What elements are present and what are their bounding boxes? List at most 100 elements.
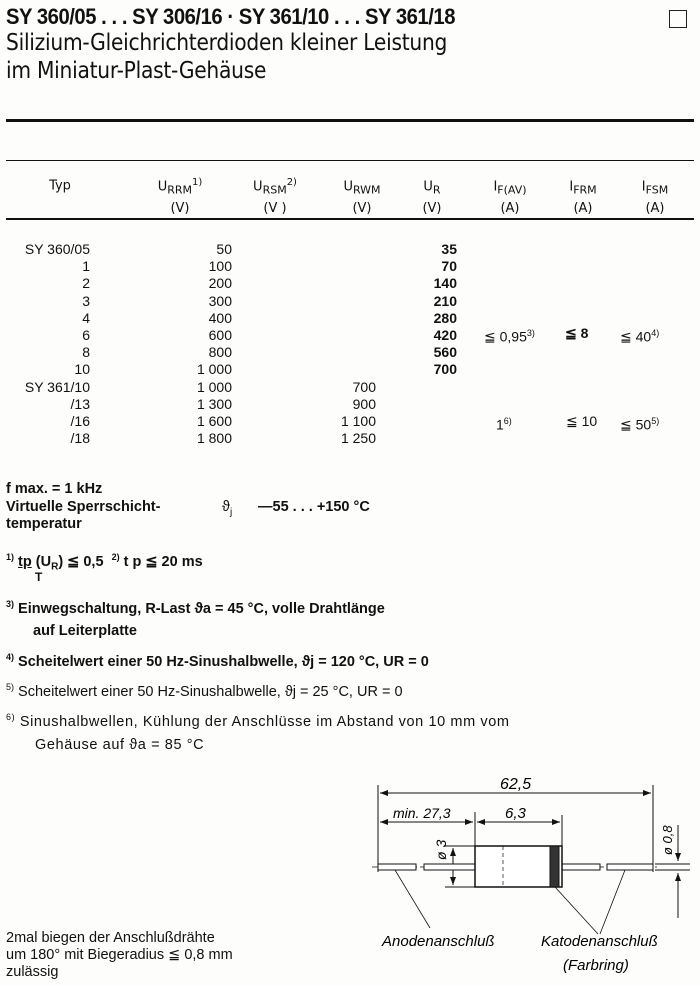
cell-ur: 35 xyxy=(441,241,457,257)
lead-cathode-1 xyxy=(561,863,601,871)
cell-urrm: 600 xyxy=(208,327,232,343)
footnote-1: 1) tp (UR) ≦ 0,5 2) t p ≦ 20 ms xyxy=(6,552,203,573)
fn-mark: 2) xyxy=(111,552,120,562)
footnote-ref: 6) xyxy=(503,416,512,426)
subtitle-line2: im Miniatur-Plast-Gehäuse xyxy=(6,58,267,84)
theta-sub: j xyxy=(229,506,233,518)
column-name: Typ xyxy=(15,172,105,198)
cell-typ: /16 xyxy=(70,413,90,429)
cell-urrm: 200 xyxy=(208,275,232,292)
column-unit: (V) xyxy=(352,201,372,217)
column-header: IFSM (A) xyxy=(610,173,700,218)
symbol: U xyxy=(343,179,353,195)
column-name: IFSM xyxy=(610,173,700,199)
cell-urwm: 700 xyxy=(352,378,376,395)
cell-ur: 560 xyxy=(433,344,457,361)
column-header: IF(AV) (A) xyxy=(465,173,555,218)
fn-mark: 6) xyxy=(6,712,16,722)
fmax: f max. = 1 kHz xyxy=(6,481,103,497)
footnote-ref: 3) xyxy=(526,328,535,338)
lead-diameter-label: ø 0,8 xyxy=(660,825,675,855)
footnote-3-line2: auf Leiterplatte xyxy=(33,623,137,639)
ifsm-group2: ≦ 505) xyxy=(620,413,659,434)
body-length-label: 6,3 xyxy=(505,805,527,822)
fn2-text: t p ≦ 20 ms xyxy=(123,553,203,570)
cell-urwm: 1 250 xyxy=(340,430,376,447)
subtitle-line1: Silizium-Gleichrichterdioden kleiner Lei… xyxy=(6,30,448,56)
cell-urrm: 1 300 xyxy=(196,395,232,412)
ifrm-group1: ≦ 8 xyxy=(565,325,589,341)
anode-leader xyxy=(394,869,431,929)
column-unit: (A) xyxy=(645,201,665,217)
cell-typ: /18 xyxy=(70,430,90,447)
page-title: SY 360/05 . . . SY 306/16 · SY 361/10 . … xyxy=(6,4,455,29)
footnote-6: 6) Sinushalbwellen, Kühlung der Anschlüs… xyxy=(6,712,510,730)
ifsm-group1: ≦ 404) xyxy=(620,325,659,346)
footnote-4: 4) Scheitelwert einer 50 Hz-Sinushalbwel… xyxy=(6,652,429,670)
cell-typ: 10 xyxy=(74,361,90,378)
ifav-value: ≦ 0,95 xyxy=(484,328,527,345)
footnote-5: 5) Scheitelwert einer 50 Hz-Sinushalbwel… xyxy=(6,682,403,700)
cell-urrm: 800 xyxy=(208,344,232,361)
cell-typ: SY 360/05 xyxy=(24,241,90,257)
column-name: IF(AV) xyxy=(465,173,555,199)
cell-urrm: 1 600 xyxy=(196,413,232,429)
bending-line1: 2mal biegen der Anschlußdrähte xyxy=(6,930,215,946)
footnote-3: 3) Einwegschaltung, R-Last ϑa = 45 °C, v… xyxy=(6,599,385,617)
column-unit: (V ) xyxy=(263,201,287,217)
cell-typ: 6 xyxy=(82,327,90,343)
cell-urrm: 400 xyxy=(208,309,232,326)
column-header: URRM1) (V) xyxy=(135,173,225,218)
diode-body xyxy=(474,845,563,888)
temp-label-1: Virtuelle Sperrschicht- xyxy=(6,499,161,515)
column-name: URWM xyxy=(317,173,407,199)
symbol: U xyxy=(423,179,433,195)
ifav-value: 1 xyxy=(496,416,504,433)
column-name: URSM2) xyxy=(230,173,320,199)
cell-urrm: 1 800 xyxy=(196,430,232,447)
temp-label-2: temperatur xyxy=(6,516,82,532)
subscript: FSM xyxy=(645,183,669,197)
symbol: I xyxy=(569,179,574,195)
cell-urrm: 50 xyxy=(216,241,232,257)
table-header-rule xyxy=(6,218,694,220)
cell-typ: 8 xyxy=(82,344,90,361)
ifsm-value: ≦ 40 xyxy=(620,328,652,345)
subscript: RSM xyxy=(262,183,287,197)
column-unit: (V) xyxy=(170,201,190,217)
cathode-sub-label: (Farbring) xyxy=(563,957,629,974)
temp-symbol: ϑj xyxy=(222,499,232,518)
column-header: UR (V) xyxy=(387,173,477,218)
bending-line3: zulässig xyxy=(6,964,59,980)
checkbox-square xyxy=(669,10,687,28)
temp-value: —55 . . . +150 °C xyxy=(258,499,370,515)
column-name: URRM1) xyxy=(135,173,225,199)
cell-urrm: 100 xyxy=(208,258,232,275)
column-name: IFRM xyxy=(538,173,628,199)
footnote-6-line2: Gehäuse auf ϑa = 85 °C xyxy=(35,737,205,753)
ifsm-value: ≦ 50 xyxy=(620,416,652,433)
table-top-rule xyxy=(6,160,694,161)
cell-ur: 140 xyxy=(433,275,457,292)
fn1-rest: ) ≦ 0,5 xyxy=(58,553,104,570)
column-unit: (A) xyxy=(573,201,593,217)
cathode-leader-1 xyxy=(554,886,599,935)
cell-typ: 2 xyxy=(82,275,90,292)
note: 1) xyxy=(192,177,203,188)
symbol: Typ xyxy=(49,178,71,194)
total-length-label: 62,5 xyxy=(500,776,531,793)
ifrm-group2: ≦ 10 xyxy=(566,413,598,429)
column-header: URWM (V) xyxy=(317,173,407,218)
column-header: Typ xyxy=(15,172,105,198)
fraction-num: tp xyxy=(18,553,32,570)
fn1-text: (U xyxy=(35,553,52,570)
cell-urrm: 300 xyxy=(208,292,232,309)
ifav-group1: ≦ 0,953) xyxy=(484,325,535,346)
fn3-line1: Einwegschaltung, R-Last ϑa = 45 °C, voll… xyxy=(18,600,385,617)
ifav-group2: 16) xyxy=(496,413,512,434)
symbol: I xyxy=(641,179,646,195)
min-lead-label: min. 27,3 xyxy=(393,805,451,821)
cell-ur: 70 xyxy=(441,258,457,275)
subscript: RWM xyxy=(352,183,381,197)
fn6-line1: Sinushalbwellen, Kühlung der Anschlüsse … xyxy=(19,713,510,730)
